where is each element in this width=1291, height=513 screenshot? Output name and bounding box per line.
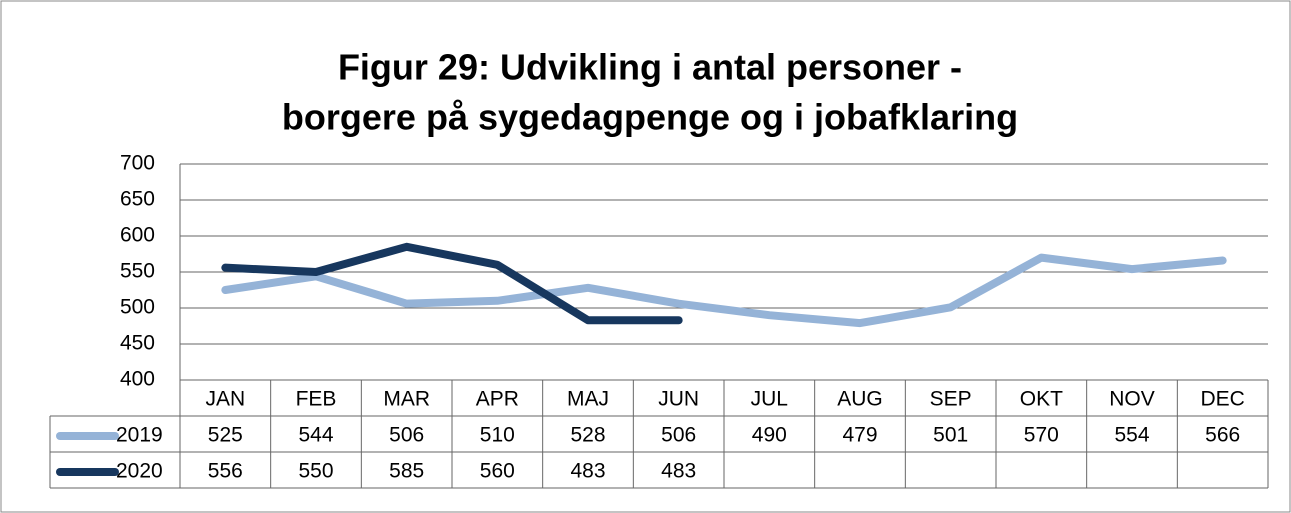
chart-title: Figur 29: Udvikling i antal personer - [338,47,962,88]
table-value: 528 [570,424,605,447]
table-value: 566 [1205,424,1240,447]
chart-title: borgere på sygedagpenge og i jobafklarin… [282,97,1018,138]
legend-label: 2020 [116,460,163,483]
table-value: 585 [389,460,424,483]
table-value: 483 [570,460,605,483]
y-tick-label: 400 [120,368,155,391]
table-value: 525 [208,424,243,447]
table-value: 560 [480,460,515,483]
table-value: 506 [661,424,696,447]
x-tick-label: NOV [1109,388,1155,411]
legend-label: 2019 [116,424,163,447]
x-tick-label: MAJ [567,388,609,411]
table-value: 556 [208,460,243,483]
table-value: 544 [298,424,333,447]
table-value: 479 [842,424,877,447]
table-value: 483 [661,460,696,483]
y-tick-label: 600 [120,224,155,247]
x-tick-label: JUN [658,388,699,411]
y-tick-label: 550 [120,260,155,283]
table-value: 550 [298,460,333,483]
table-value: 554 [1114,424,1149,447]
x-tick-label: OKT [1020,388,1063,411]
x-tick-label: SEP [930,388,972,411]
x-tick-label: FEB [296,388,337,411]
series-line [221,253,1227,328]
table-value: 506 [389,424,424,447]
table-value: 570 [1024,424,1059,447]
table-value: 501 [933,424,968,447]
table-value: 490 [752,424,787,447]
y-tick-label: 650 [120,188,155,211]
table-value: 510 [480,424,515,447]
x-tick-label: JUL [751,388,788,411]
x-tick-label: APR [476,388,519,411]
x-tick-label: AUG [837,388,883,411]
y-tick-label: 450 [120,332,155,355]
y-tick-label: 500 [120,296,155,319]
x-tick-label: MAR [383,388,430,411]
x-tick-label: DEC [1200,388,1244,411]
y-tick-label: 700 [120,152,155,175]
x-tick-label: JAN [205,388,245,411]
series-line [221,242,683,325]
